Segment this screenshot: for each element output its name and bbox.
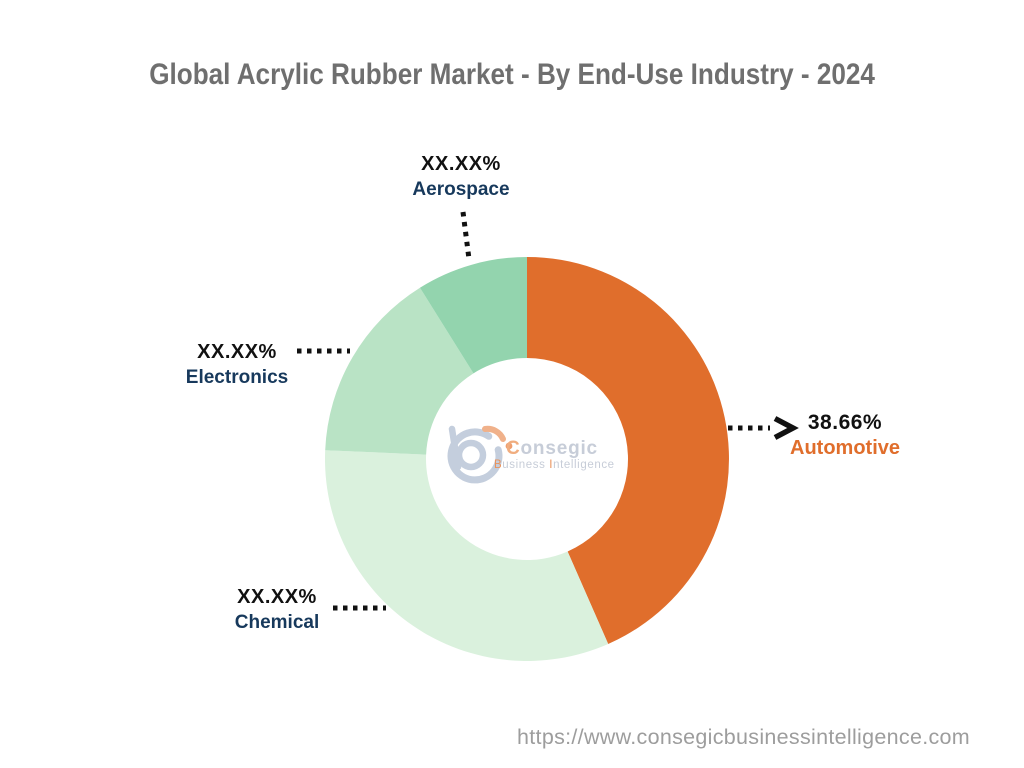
callout-aerospace-label: Aerospace [412,179,510,200]
callout-electronics-value: XX.XX% [197,341,277,363]
callout-chemical: XX.XX% Chemical [167,584,387,635]
footer-url-link[interactable]: https://www.consegicbusinessintelligence… [517,725,970,749]
donut-segment-automotive [527,257,729,644]
callout-automotive: 38.66% Automotive [735,410,955,461]
logo-brand-text: Consegic [506,438,598,459]
donut-segment-electronics [325,287,474,455]
page-title: Global Acrylic Rubber Market - By End-Us… [149,58,875,91]
logo-outer-ring [447,428,503,484]
callout-electronics-label: Electronics [185,367,289,388]
consegic-logo: Consegic Business Intelligence [447,425,615,484]
callout-chemical-value: XX.XX% [237,586,317,608]
callout-aerospace: XX.XX% Aerospace [351,151,571,202]
callout-electronics: XX.XX% Electronics [127,339,347,390]
donut-segment-aerospace [419,257,527,374]
logo-orange-arc-icon [482,425,506,442]
logo-b-mark-icon [447,425,513,484]
logo-orange-dot-icon [505,442,513,450]
title-bar: Global Acrylic Rubber Market - By End-Us… [0,58,1024,92]
callout-aerospace-value: XX.XX% [421,153,501,175]
donut-chart [324,257,729,661]
logo-bowl-ring [455,439,487,471]
logo-b-stem [448,425,462,471]
callout-chemical-label: Chemical [234,612,320,633]
callout-automotive-value: 38.66% [807,411,883,434]
donut-segment-chemical [324,450,609,661]
callout-automotive-label: Automotive [790,437,900,459]
logo-subtitle-text: Business Intelligence [494,459,615,471]
